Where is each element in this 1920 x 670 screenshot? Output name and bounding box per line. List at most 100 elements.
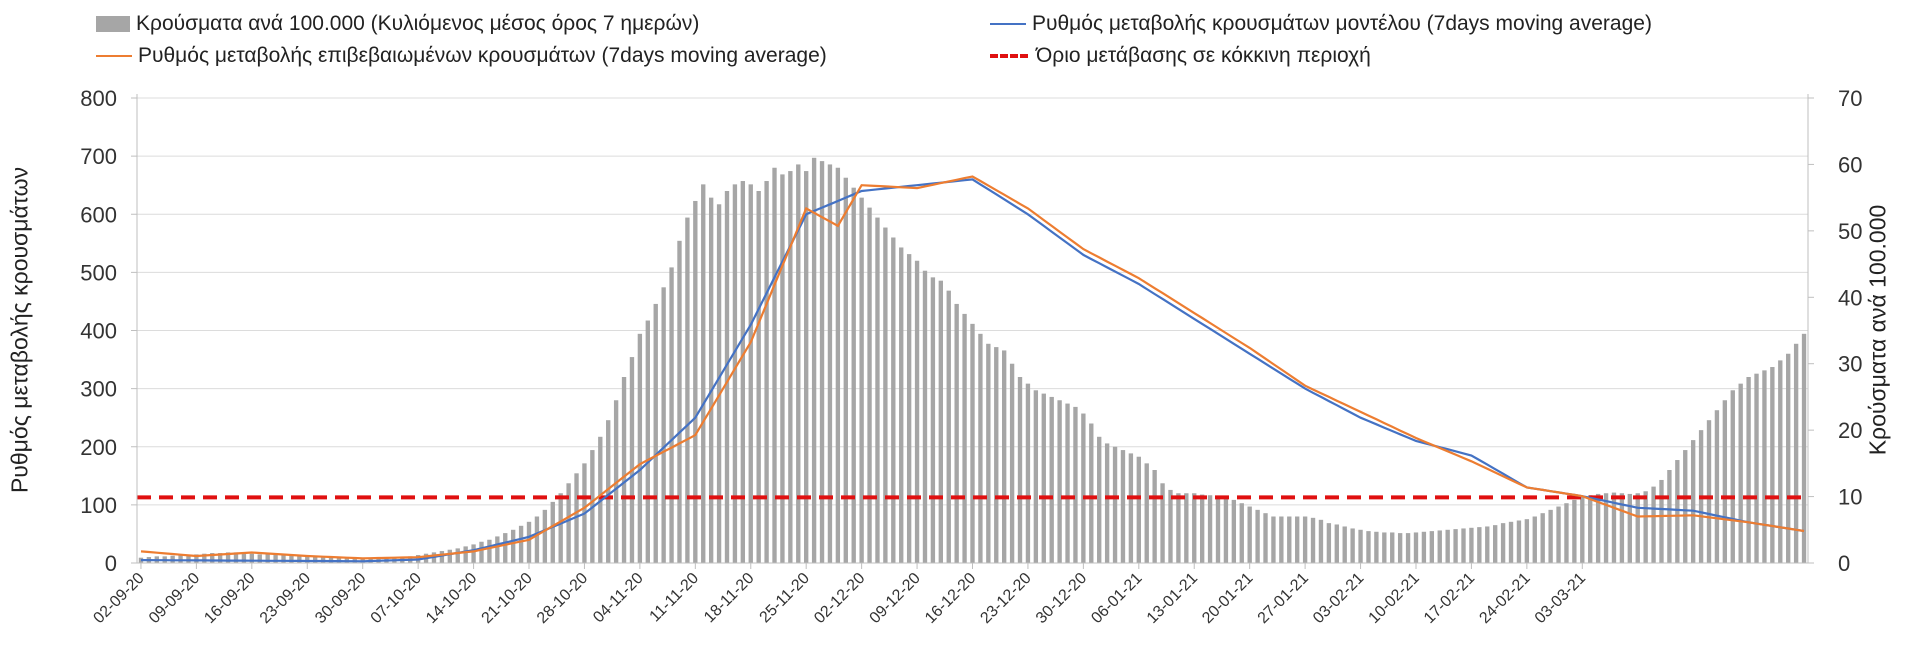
bar xyxy=(701,184,706,563)
y-right-tick-label: 10 xyxy=(1838,485,1862,510)
bar xyxy=(677,240,682,564)
bar xyxy=(1548,509,1553,563)
bar xyxy=(1778,360,1783,563)
y-left-tick-label: 200 xyxy=(80,435,117,460)
bar xyxy=(994,347,999,563)
bar xyxy=(1017,377,1023,563)
bar xyxy=(1445,529,1450,563)
bar xyxy=(867,207,872,563)
bar xyxy=(1279,516,1284,563)
bar xyxy=(1738,383,1743,563)
bar xyxy=(629,357,635,563)
x-tick-label: 11-11-20 xyxy=(647,570,703,626)
bar xyxy=(1390,532,1395,563)
x-tick-label: 30-09-20 xyxy=(312,570,369,627)
bar xyxy=(202,553,207,563)
bar xyxy=(487,539,492,563)
bar xyxy=(138,557,144,563)
bar xyxy=(550,501,555,563)
bar xyxy=(740,181,746,564)
bar xyxy=(606,420,611,563)
bar xyxy=(748,184,753,563)
bar xyxy=(1065,403,1070,563)
legend-label-model: Ρυθμός μεταβολής κρουσμάτων μοντέλου (7d… xyxy=(1032,12,1652,35)
bar xyxy=(661,287,666,563)
bar xyxy=(819,161,825,563)
bar xyxy=(1089,423,1094,563)
bar xyxy=(716,204,722,564)
bar xyxy=(1659,479,1664,563)
bar xyxy=(305,556,310,563)
bar xyxy=(1500,523,1506,563)
y-left-tick-label: 500 xyxy=(80,260,117,285)
y-left-tick-label: 600 xyxy=(80,202,117,227)
bar xyxy=(621,377,627,563)
bar xyxy=(1041,393,1046,563)
bar xyxy=(1382,532,1387,563)
x-tick-label: 30-12-20 xyxy=(1033,570,1090,627)
bar xyxy=(1437,530,1442,563)
bar xyxy=(510,529,516,563)
bar xyxy=(764,181,769,564)
bar xyxy=(194,554,199,563)
bar xyxy=(1556,506,1561,563)
x-tick-label: 17-02-21 xyxy=(1421,570,1478,627)
bar xyxy=(439,551,445,563)
bar xyxy=(526,521,532,563)
x-tick-label: 09-09-20 xyxy=(146,570,203,627)
bar xyxy=(471,544,476,563)
x-tick-label: 02-09-20 xyxy=(90,570,147,627)
bar xyxy=(1397,533,1403,563)
bar xyxy=(1588,495,1593,563)
bar xyxy=(1310,517,1316,563)
y-left-tick-label: 700 xyxy=(80,144,117,169)
bar xyxy=(1287,516,1292,563)
bar xyxy=(1057,400,1062,563)
bar xyxy=(1128,453,1134,563)
x-tick-label: 27-01-21 xyxy=(1255,570,1312,627)
bar xyxy=(986,343,991,563)
legend-item-threshold: Όριο μετάβασης σε κόκκινη περιοχή xyxy=(990,44,1371,68)
bar xyxy=(1508,521,1514,563)
bar xyxy=(1168,489,1173,563)
bar xyxy=(558,493,563,563)
bar xyxy=(1001,350,1007,563)
bar xyxy=(899,247,904,563)
bar xyxy=(1025,383,1031,563)
bar xyxy=(1485,526,1490,563)
bar xyxy=(241,553,247,563)
bar xyxy=(1540,513,1545,563)
bar xyxy=(1722,400,1728,563)
bar xyxy=(693,200,698,563)
y-right-tick-label: 30 xyxy=(1838,352,1862,377)
bar xyxy=(883,227,888,564)
bar xyxy=(1049,396,1054,563)
bar xyxy=(1097,436,1102,563)
legend-label-confirmed: Ρυθμός μεταβολής επιβεβαιωμένων κρουσμάτ… xyxy=(138,44,827,67)
bar xyxy=(265,554,270,563)
x-tick-label: 16-09-20 xyxy=(201,570,258,627)
bar xyxy=(1358,529,1363,563)
bar xyxy=(479,541,484,563)
bar xyxy=(281,555,286,563)
bar xyxy=(1532,516,1537,563)
bar xyxy=(1627,493,1632,563)
bar xyxy=(780,174,785,563)
bar xyxy=(1334,524,1339,563)
bar xyxy=(914,260,920,563)
bar xyxy=(685,217,690,564)
bar xyxy=(1421,531,1427,563)
bar xyxy=(1714,410,1720,563)
bar xyxy=(313,556,318,563)
bar xyxy=(225,552,231,563)
bar xyxy=(827,164,833,563)
bar xyxy=(1255,509,1260,563)
y-right-tick-label: 70 xyxy=(1838,86,1862,111)
bar xyxy=(534,516,540,563)
bar xyxy=(732,184,738,563)
left-axis-tick-labels: 0 100 200 300 400 500 600 700 800 xyxy=(80,86,137,576)
bar xyxy=(1690,440,1696,563)
bar xyxy=(1033,390,1039,563)
x-tick-label: 21-10-20 xyxy=(479,570,536,627)
bar xyxy=(217,553,223,563)
